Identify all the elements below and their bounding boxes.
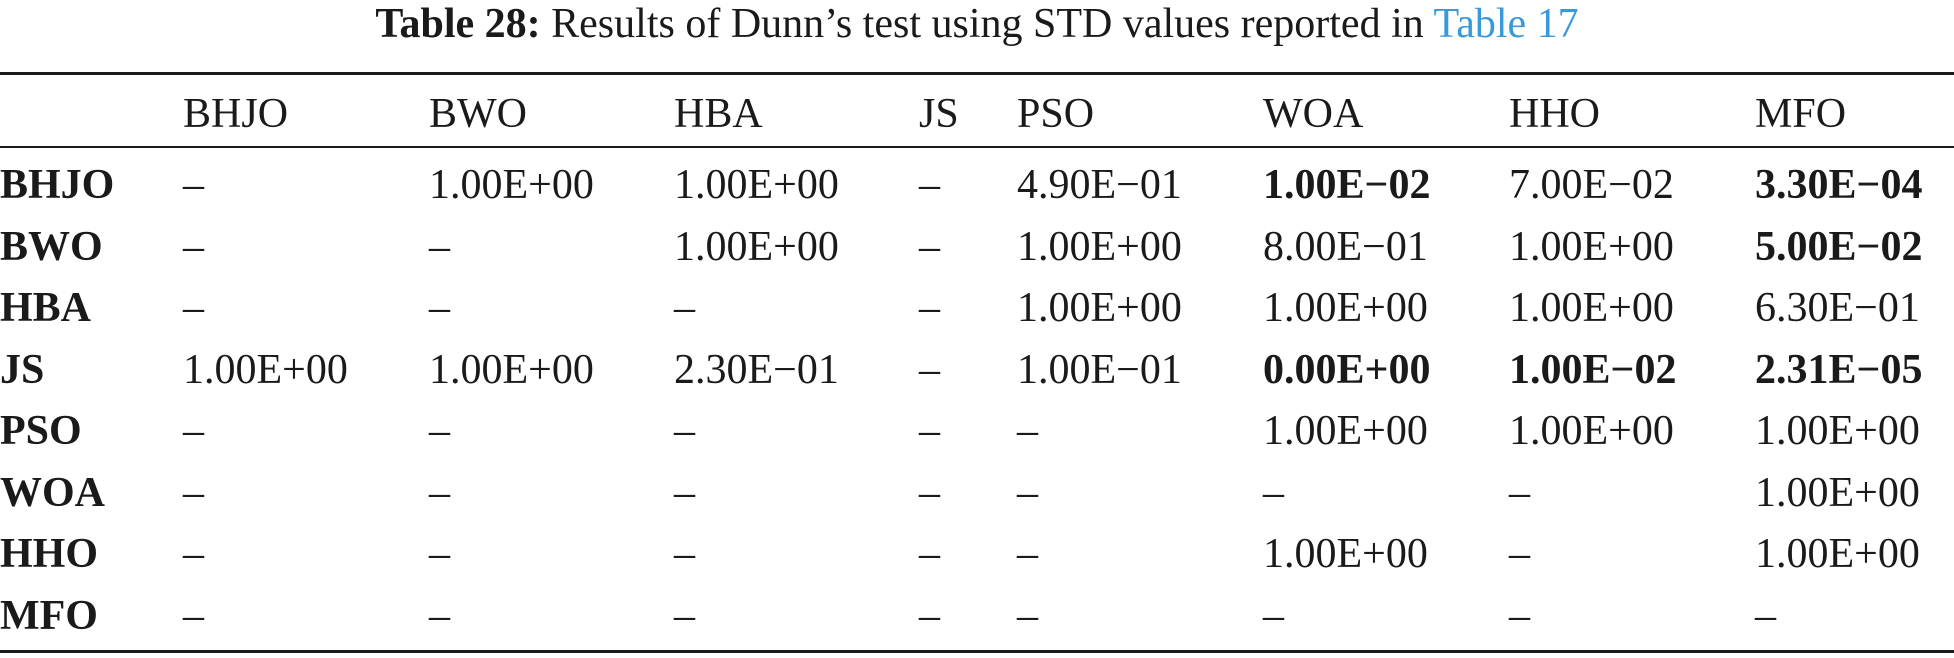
table-body: BHJO – 1.00E+00 1.00E+00 – 4.90E−01 1.00E−02 7.… bbox=[0, 146, 1954, 647]
table-cell: 1.00E+00 bbox=[1755, 408, 1920, 455]
row-header: BHJO bbox=[0, 162, 115, 208]
table-row: MFO – – – – – – – – bbox=[0, 585, 1954, 647]
dunn-test-table: BHJO BWO HBA JS PSO WOA HHO MFO BHJO – 1.00E+00 1.… bbox=[0, 82, 1954, 647]
table-cell: – bbox=[183, 285, 204, 332]
row-header: MFO bbox=[0, 592, 98, 639]
table-cell: – bbox=[1017, 469, 1038, 516]
table-cell: – bbox=[674, 469, 695, 516]
table-cell: – bbox=[674, 408, 695, 455]
row-header: HBA bbox=[0, 285, 92, 332]
table-cell: – bbox=[183, 592, 204, 639]
table-cell: – bbox=[919, 408, 940, 455]
column-header: WOA bbox=[1263, 91, 1364, 137]
table-cell: 1.00E−01 bbox=[1017, 346, 1182, 393]
table-cell: – bbox=[429, 531, 450, 578]
table-cell: – bbox=[183, 531, 204, 578]
table-cell: 7.00E−02 bbox=[1509, 162, 1674, 208]
table-cell: – bbox=[919, 346, 940, 393]
column-header: MFO bbox=[1755, 91, 1847, 137]
table-cell: 1.00E+00 bbox=[1509, 223, 1674, 270]
table-cell: 1.00E+00 bbox=[1263, 285, 1428, 332]
table-cell: – bbox=[1263, 592, 1284, 639]
table-cell: 6.30E−01 bbox=[1755, 285, 1920, 332]
table-cell: – bbox=[919, 592, 940, 639]
table-cell: – bbox=[183, 469, 204, 516]
column-header: BHJO bbox=[183, 91, 289, 137]
table-cell: – bbox=[429, 223, 450, 270]
row-header: BWO bbox=[0, 223, 103, 270]
header-row: BHJO BWO HBA JS PSO WOA HHO MFO bbox=[0, 82, 1954, 146]
table-cell: – bbox=[1017, 531, 1038, 578]
table-cell: 1.00E−02 bbox=[1263, 162, 1431, 208]
bottom-rule bbox=[0, 650, 1954, 653]
row-header: WOA bbox=[0, 469, 105, 516]
table-cell: – bbox=[1755, 592, 1776, 639]
table-cell: – bbox=[1017, 592, 1038, 639]
table-row: WOA – – – – – – – 1.00E+00 bbox=[0, 462, 1954, 524]
table-cell: 2.31E−05 bbox=[1755, 346, 1923, 393]
column-header: JS bbox=[919, 91, 959, 137]
table-cell: – bbox=[919, 469, 940, 516]
table-row: BWO – – 1.00E+00 – 1.00E+00 8.00E−01 1.00E+00 5.… bbox=[0, 216, 1954, 278]
table-cell: 1.00E+00 bbox=[429, 162, 594, 208]
table-cell: 1.00E+00 bbox=[1755, 469, 1920, 516]
table-cell: – bbox=[1017, 408, 1038, 455]
caption-text: Results of Dunn’s test using STD values … bbox=[540, 1, 1434, 47]
top-rule bbox=[0, 72, 1954, 75]
table-cell: – bbox=[183, 408, 204, 455]
table-cell: – bbox=[919, 162, 940, 208]
table-cell: – bbox=[1263, 469, 1284, 516]
table-cell: – bbox=[919, 531, 940, 578]
caption-table-link[interactable]: Table 17 bbox=[1433, 1, 1579, 47]
row-header: HHO bbox=[0, 531, 99, 578]
table-cell: – bbox=[429, 285, 450, 332]
table-cell: 1.00E+00 bbox=[1509, 285, 1674, 332]
column-header: PSO bbox=[1017, 91, 1095, 137]
table-cell: 1.00E+00 bbox=[1263, 408, 1428, 455]
table-cell: 5.00E−02 bbox=[1755, 223, 1923, 270]
column-header: BWO bbox=[429, 91, 527, 137]
column-header: HBA bbox=[674, 91, 763, 137]
row-header: PSO bbox=[0, 408, 82, 455]
table-cell: 1.00E+00 bbox=[1017, 223, 1182, 270]
table-cell: 8.00E−01 bbox=[1263, 223, 1428, 270]
table-cell: – bbox=[674, 592, 695, 639]
table-cell: – bbox=[919, 285, 940, 332]
table-cell: 3.30E−04 bbox=[1755, 162, 1923, 208]
table-row: JS 1.00E+00 1.00E+00 2.30E−01 – 1.00E−01 0.00E… bbox=[0, 339, 1954, 401]
column-header: HHO bbox=[1509, 91, 1600, 137]
corner-cell bbox=[0, 82, 183, 146]
table-cell: 1.00E+00 bbox=[1755, 531, 1920, 578]
caption-label: Table 28: bbox=[375, 1, 541, 47]
table-cell: – bbox=[1509, 469, 1530, 516]
table-cell: 4.90E−01 bbox=[1017, 162, 1182, 208]
table-cell: – bbox=[674, 285, 695, 332]
table-cell: – bbox=[1509, 531, 1530, 578]
table-cell: 2.30E−01 bbox=[674, 346, 839, 393]
header-rule bbox=[0, 146, 1954, 148]
table-cell: – bbox=[429, 469, 450, 516]
table-row: HHO – – – – – 1.00E+00 – 1.00E+00 bbox=[0, 524, 1954, 586]
table-row: HBA – – – – 1.00E+00 1.00E+00 1.00E+00 6.30E−01 bbox=[0, 278, 1954, 340]
table-cell: 1.00E+00 bbox=[1017, 285, 1182, 332]
table-cell: 1.00E+00 bbox=[1263, 531, 1428, 578]
row-header: JS bbox=[0, 346, 45, 393]
table-cell: – bbox=[183, 223, 204, 270]
table-cell: 1.00E+00 bbox=[674, 223, 839, 270]
table-cell: – bbox=[429, 592, 450, 639]
table-row: PSO – – – – – 1.00E+00 1.00E+00 1.00E+00 bbox=[0, 401, 1954, 463]
table-cell: – bbox=[183, 162, 204, 208]
table-cell: 1.00E+00 bbox=[183, 346, 348, 393]
table-cell: 0.00E+00 bbox=[1263, 346, 1431, 393]
table-cell: – bbox=[429, 408, 450, 455]
table-cell: 1.00E+00 bbox=[1509, 408, 1674, 455]
table-caption: Table 28: Results of Dunn’s test using S… bbox=[0, 0, 1954, 48]
table-cell: 1.00E+00 bbox=[429, 346, 594, 393]
table-row: BHJO – 1.00E+00 1.00E+00 – 4.90E−01 1.00E−02 7.… bbox=[0, 146, 1954, 216]
table-cell: 1.00E−02 bbox=[1509, 346, 1677, 393]
table-cell: – bbox=[1509, 592, 1530, 639]
table-cell: – bbox=[919, 223, 940, 270]
table-cell: – bbox=[674, 531, 695, 578]
table-cell: 1.00E+00 bbox=[674, 162, 839, 208]
